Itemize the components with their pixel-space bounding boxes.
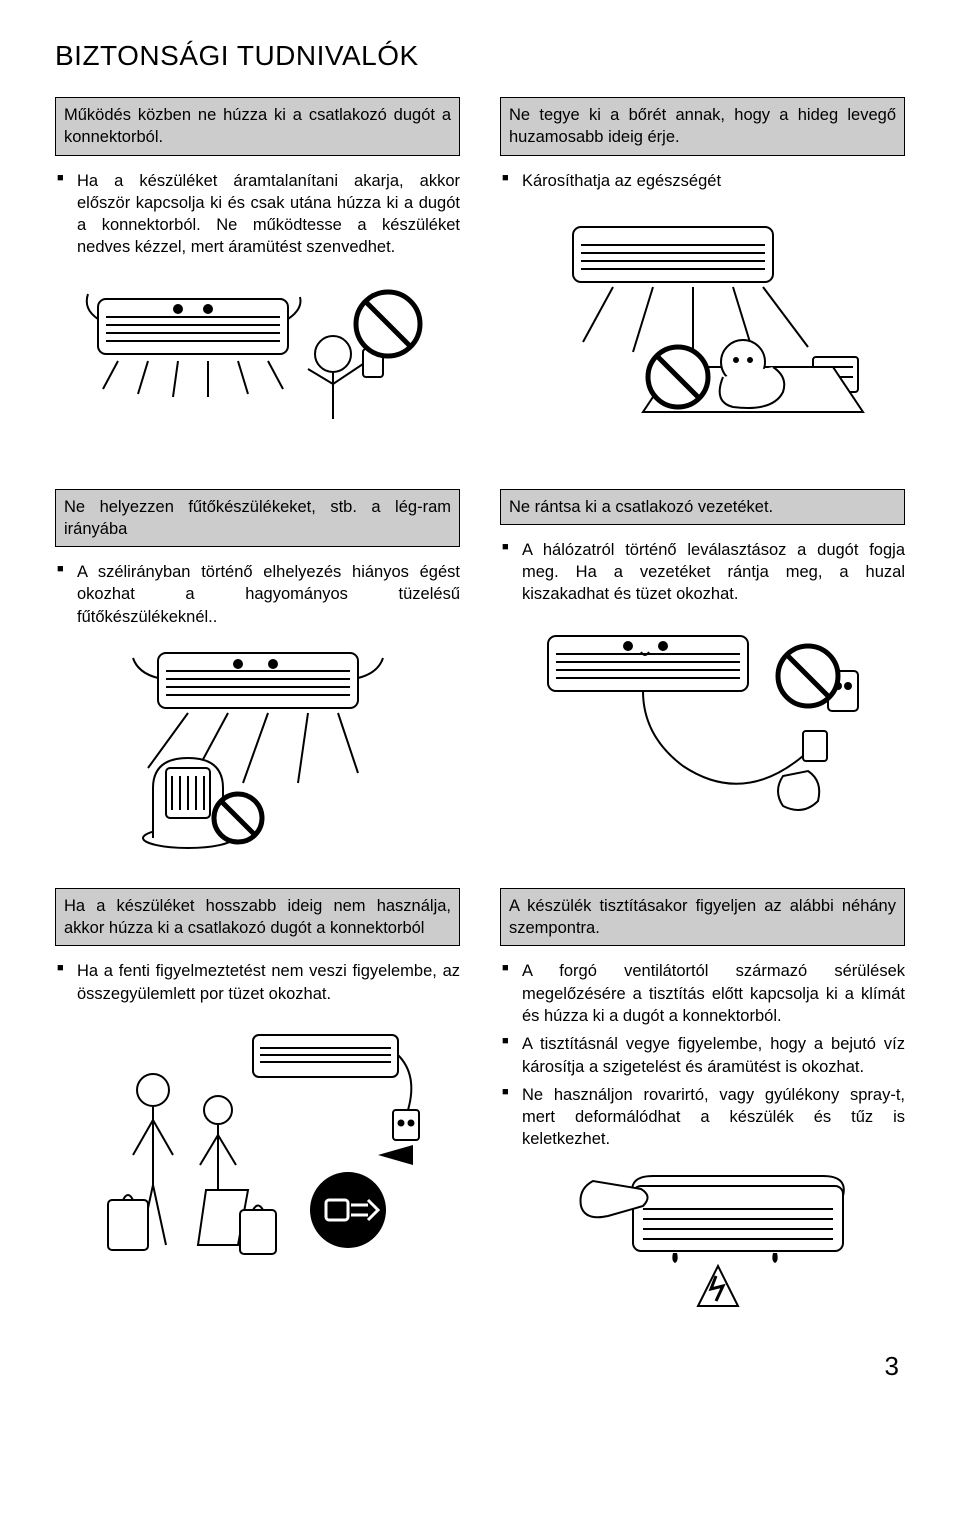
bullet-list: Károsíthatja az egészségét: [500, 170, 905, 192]
warning-bar: A készülék tisztításakor figyeljen az al…: [500, 888, 905, 947]
bullet-list: A szélirányban történő elhelyezés hiányo…: [55, 561, 460, 628]
bullet-list: Ha a készüléket áramtalanítani akarja, a…: [55, 170, 460, 259]
illustration-heater: [55, 638, 460, 858]
warning-bar: Ne rántsa ki a csatlakozó vezetéket.: [500, 489, 905, 525]
bullet-item: A tisztításnál vegye figyelembe, hogy a …: [522, 1033, 905, 1078]
bullet-item: Ne használjon rovarirtó, vagy gyúlékony …: [522, 1084, 905, 1151]
warning-bar: Ha a készüléket hosszabb ideig nem haszn…: [55, 888, 460, 947]
section-3-right: A készülék tisztításakor figyeljen az al…: [500, 888, 905, 1321]
section-2-left: Ne helyezzen fűtőkészülékeket, stb. a lé…: [55, 489, 460, 858]
page-number: 3: [55, 1351, 905, 1382]
bullet-list: Ha a fenti figyelmeztetést nem veszi fig…: [55, 960, 460, 1005]
section-1: Működés közben ne húzza ki a csatlakozó …: [55, 97, 905, 459]
section-3-left: Ha a készüléket hosszabb ideig nem haszn…: [55, 888, 460, 1321]
bullet-item: A szélirányban történő elhelyezés hiányo…: [77, 561, 460, 628]
bullet-list: A forgó ventilátortól származó sérülések…: [500, 960, 905, 1150]
warning-bar: Ne tegye ki a bőrét annak, hogy a hideg …: [500, 97, 905, 156]
warning-bar: Ne helyezzen fűtőkészülékeket, stb. a lé…: [55, 489, 460, 548]
section-1-left: Működés közben ne húzza ki a csatlakozó …: [55, 97, 460, 459]
section-2: Ne helyezzen fűtőkészülékeket, stb. a lé…: [55, 489, 905, 858]
illustration-pull-cord: [500, 616, 905, 836]
illustration-unplug-wet: [55, 269, 460, 459]
illustration-cleaning: [500, 1161, 905, 1321]
section-1-right: Ne tegye ki a bőrét annak, hogy a hideg …: [500, 97, 905, 459]
illustration-travel-unplug: [55, 1015, 460, 1275]
page-title: BIZTONSÁGI TUDNIVALÓK: [55, 40, 905, 72]
bullet-item: A hálózatról történő leválasztásoz a dug…: [522, 539, 905, 606]
section-3: Ha a készüléket hosszabb ideig nem haszn…: [55, 888, 905, 1321]
bullet-item: Ha a fenti figyelmeztetést nem veszi fig…: [77, 960, 460, 1005]
warning-bar: Működés közben ne húzza ki a csatlakozó …: [55, 97, 460, 156]
bullet-item: Ha a készüléket áramtalanítani akarja, a…: [77, 170, 460, 259]
bullet-list: A hálózatról történő leválasztásoz a dug…: [500, 539, 905, 606]
illustration-baby-cold: [500, 202, 905, 432]
section-2-right: Ne rántsa ki a csatlakozó vezetéket. A h…: [500, 489, 905, 858]
bullet-item: A forgó ventilátortól származó sérülések…: [522, 960, 905, 1027]
bullet-item: Károsíthatja az egészségét: [522, 170, 905, 192]
